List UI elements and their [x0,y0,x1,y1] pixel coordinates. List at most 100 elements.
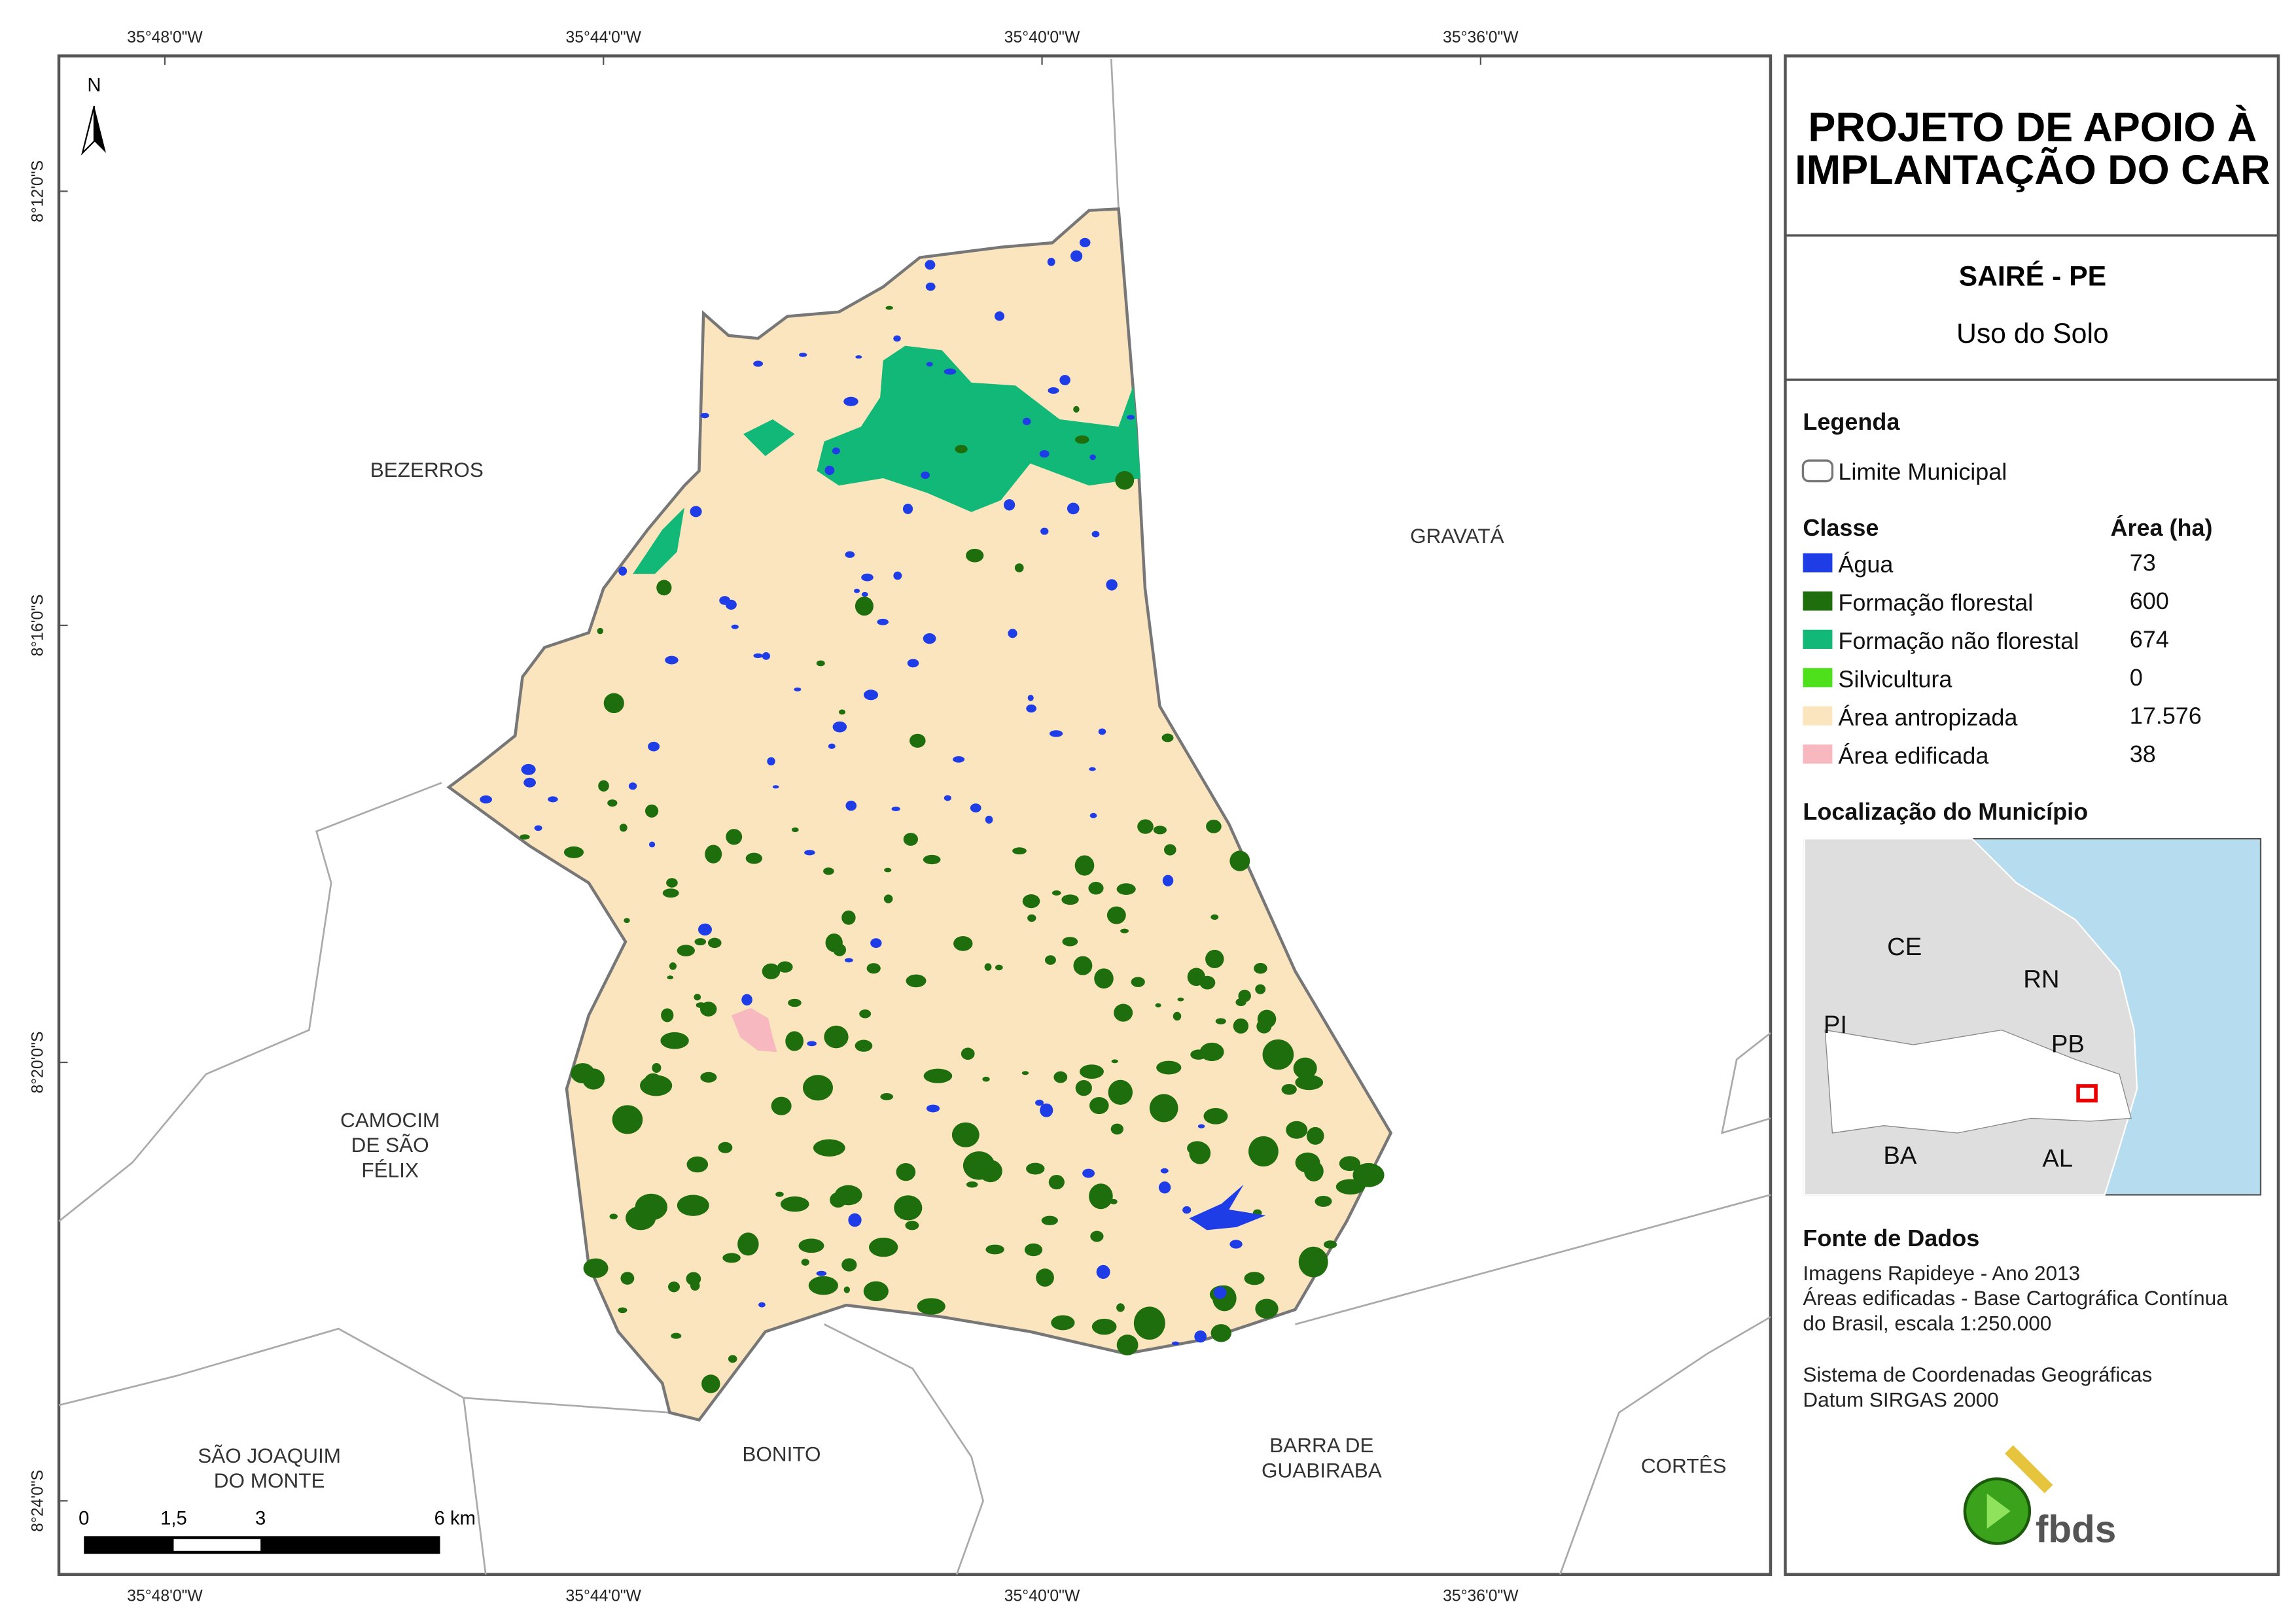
patch [982,1076,990,1082]
patch [1158,1181,1171,1194]
patch [1255,984,1266,994]
longitude-label: 35°44'0"W [565,1587,641,1605]
patch [907,659,919,668]
patch [726,829,743,845]
patch [1199,975,1216,990]
patch [1089,1096,1109,1115]
source-line: do Brasil, escala 1:250.000 [1803,1311,2051,1335]
patch [925,282,936,291]
patch [1094,968,1114,989]
source-line: Sistema de Coordenadas Geográficas [1803,1363,2152,1386]
patch [794,687,802,691]
patch [1281,1083,1297,1095]
legend: Água 73 Formação florestal 600 Formação não … [1803,550,2202,769]
graticule-labels: 35°48'0"W 35°48'0"W 35°44'0"W 35°44'0"W 35°4… [29,29,1519,1605]
side-panel: PROJETO DE APOIO À IMPLANTAÇÃO DO CAR SA… [1784,54,2280,1577]
patch [1133,1306,1165,1340]
longitude-label: 35°36'0"W [1443,1587,1519,1605]
legend-area: 600 [2130,587,2169,614]
patch [808,1276,838,1295]
patch [1044,955,1056,965]
patch [834,1185,862,1206]
patch [910,733,926,748]
patch [753,653,763,659]
patch [838,709,846,715]
patch [1096,1265,1110,1279]
legend-class: Silvicultura [1838,665,1952,692]
patch [777,961,793,973]
patch [799,353,807,357]
patch [1089,1183,1113,1210]
legend-area: 674 [2130,626,2169,653]
patch [652,1062,662,1073]
legend-title: Legenda [1803,408,1900,435]
patch [1213,1286,1227,1299]
patch [994,311,1005,321]
patch [1074,435,1089,444]
patch [1079,1064,1104,1079]
patch [1008,629,1017,638]
patch [1012,847,1027,855]
patch [855,597,874,616]
longitude-label: 35°44'0"W [565,29,641,46]
patch [813,1139,845,1157]
patch [1048,387,1059,394]
patch [520,834,530,840]
patch [841,1258,857,1272]
patch [1049,730,1063,737]
legend-area: 38 [2130,741,2156,767]
patch [725,599,737,610]
legend-class: Formação florestal [1838,589,2033,616]
scale-label: 6 km [434,1508,476,1529]
patch [1295,1075,1324,1091]
patch [1203,1108,1228,1125]
patch [1293,1057,1317,1079]
legend-swatch [1803,668,1833,688]
patch [1014,563,1024,572]
patch [698,923,713,936]
patch [1182,1206,1192,1214]
patch [854,588,860,593]
patch [612,1105,643,1134]
patch [1116,1335,1139,1355]
patch [902,503,913,514]
patch [1051,890,1061,896]
latitude-label: 8°12'0"S [29,160,46,222]
latitude-label: 8°24'0"S [29,1470,46,1532]
patch [1026,1162,1045,1175]
patch [771,1096,792,1115]
patch [880,1093,894,1100]
patch [861,573,874,582]
scale-label: 0 [79,1508,89,1529]
patch [1248,1136,1279,1167]
patch [864,689,879,701]
patch [1173,1011,1182,1021]
patch [1127,415,1135,420]
patch [1022,894,1040,909]
patch [648,841,656,848]
patch [1082,1168,1095,1178]
patch [926,1104,940,1113]
patch [694,938,707,946]
patch [861,591,868,597]
patch [534,825,542,831]
patch [1295,1152,1320,1173]
patch [966,1181,978,1188]
patch [1155,1003,1161,1007]
patch [1206,820,1222,833]
patch [700,1072,717,1083]
patch [690,1280,700,1291]
patch [741,994,752,1006]
patch [925,260,936,270]
patch [1106,579,1118,591]
patch [1199,1042,1224,1062]
patch [660,1032,689,1049]
neighbor-name: BARRA DE [1269,1433,1373,1457]
patch [896,1162,916,1181]
patch [855,1039,873,1052]
patch [767,757,775,766]
patch [661,1008,674,1022]
patch [893,335,901,342]
